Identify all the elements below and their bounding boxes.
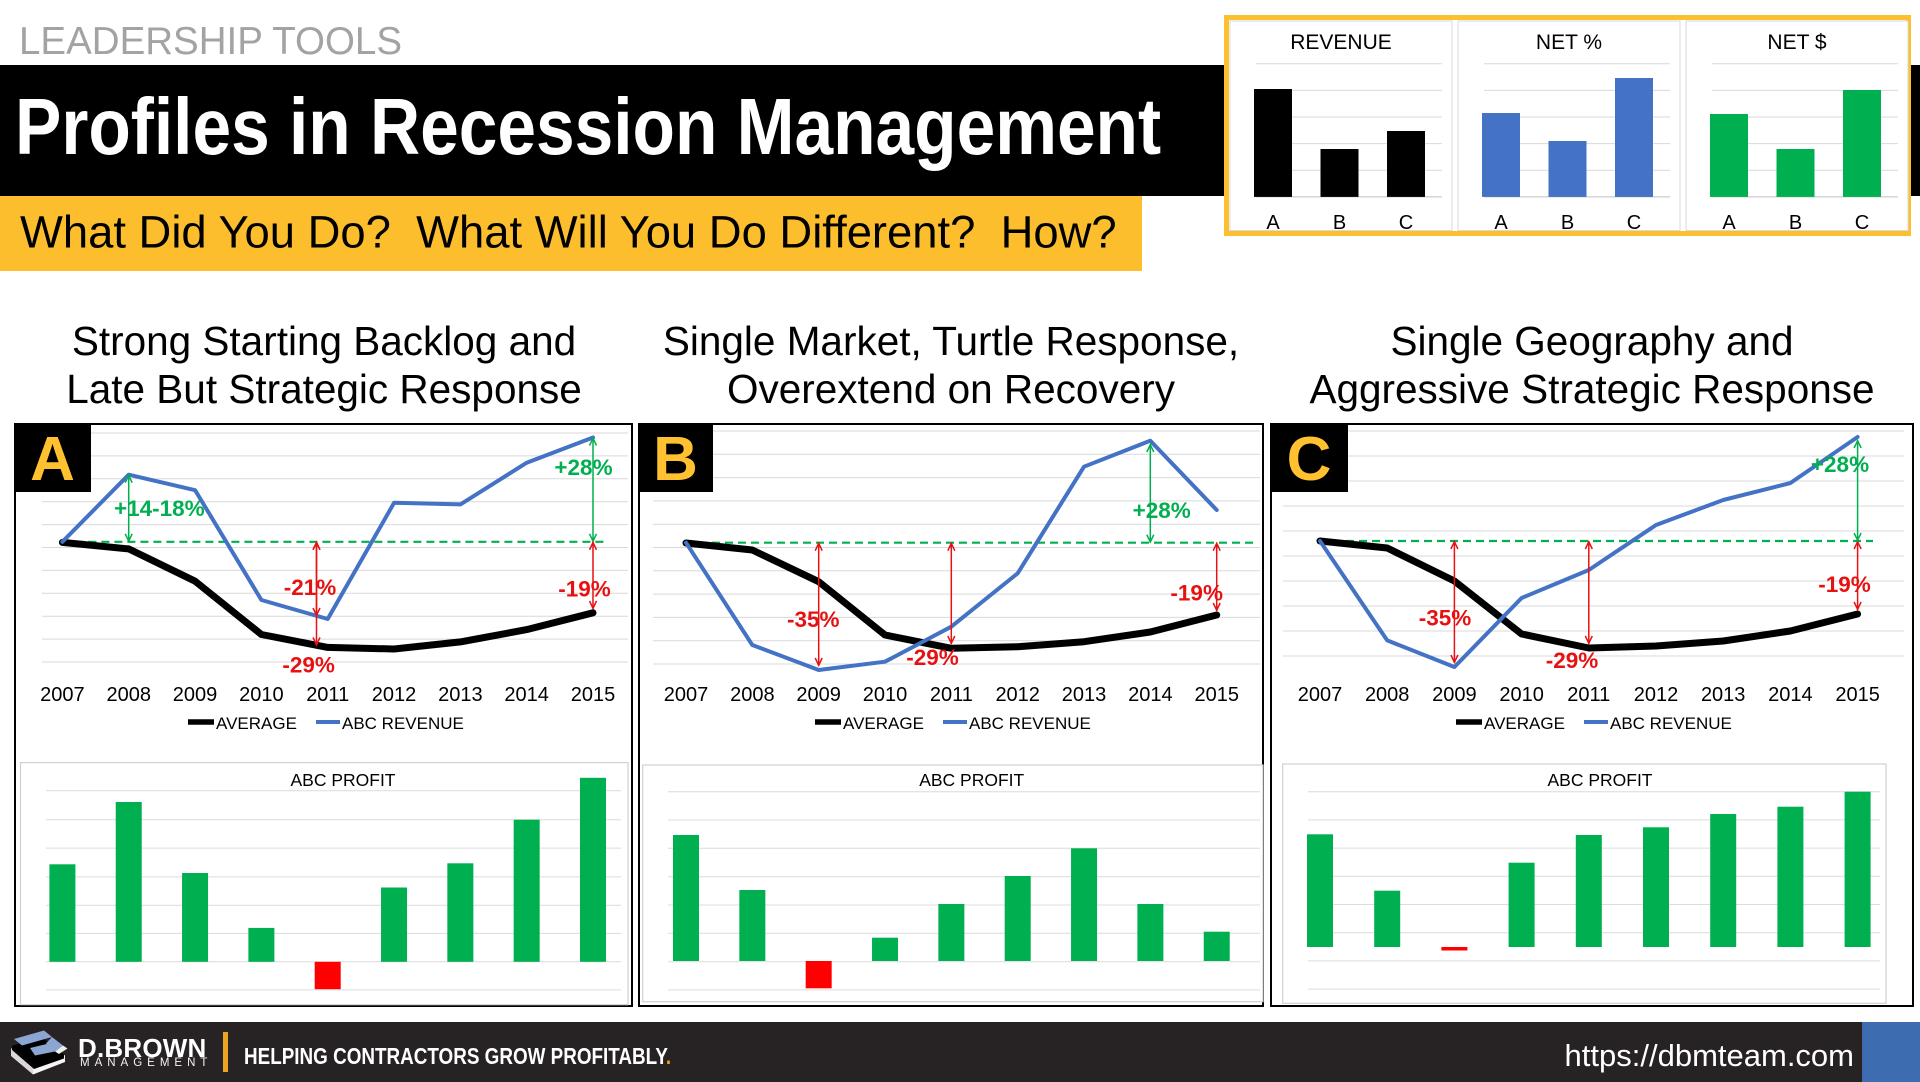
svg-text:ABC PROFIT: ABC PROFIT — [290, 770, 395, 790]
svg-text:2010: 2010 — [863, 684, 908, 706]
svg-text:2007: 2007 — [40, 684, 85, 706]
svg-text:+14-18%: +14-18% — [114, 496, 205, 521]
svg-text:2009: 2009 — [173, 684, 218, 706]
svg-text:2012: 2012 — [1634, 684, 1679, 706]
svg-text:-35%: -35% — [1419, 606, 1472, 631]
svg-text:B: B — [1333, 212, 1346, 234]
svg-text:+28%: +28% — [554, 455, 612, 480]
svg-text:C: C — [1855, 212, 1869, 234]
svg-text:-19%: -19% — [1170, 581, 1223, 606]
svg-text:ABC REVENUE: ABC REVENUE — [1610, 714, 1732, 733]
svg-text:-29%: -29% — [1546, 648, 1599, 673]
svg-text:NET $: NET $ — [1767, 31, 1826, 54]
svg-text:NET %: NET % — [1536, 31, 1602, 54]
svg-text:2012: 2012 — [372, 684, 417, 706]
svg-text:B: B — [1561, 212, 1574, 234]
svg-text:2007: 2007 — [1298, 684, 1343, 706]
svg-text:AVERAGE: AVERAGE — [843, 714, 924, 733]
svg-text:2011: 2011 — [306, 684, 349, 706]
svg-text:2013: 2013 — [1701, 684, 1746, 706]
svg-text:ABC REVENUE: ABC REVENUE — [342, 714, 464, 733]
svg-text:-19%: -19% — [558, 577, 611, 602]
svg-text:ABC PROFIT: ABC PROFIT — [1547, 770, 1652, 790]
svg-text:REVENUE: REVENUE — [1290, 31, 1392, 54]
svg-text:2015: 2015 — [1835, 684, 1880, 706]
svg-text:2015: 2015 — [571, 684, 616, 706]
svg-text:2008: 2008 — [730, 684, 775, 706]
svg-text:2013: 2013 — [1062, 684, 1107, 706]
svg-text:A: A — [1494, 212, 1508, 234]
svg-text:C: C — [1287, 425, 1332, 494]
svg-text:B: B — [653, 425, 698, 494]
svg-text:C: C — [1627, 212, 1641, 234]
svg-text:A: A — [30, 425, 75, 494]
svg-text:2014: 2014 — [1128, 684, 1173, 706]
svg-text:2008: 2008 — [1365, 684, 1410, 706]
svg-text:2009: 2009 — [796, 684, 841, 706]
svg-text:-29%: -29% — [282, 653, 335, 678]
svg-text:AVERAGE: AVERAGE — [216, 714, 297, 733]
svg-text:2010: 2010 — [1499, 684, 1544, 706]
svg-text:+28%: +28% — [1811, 452, 1869, 477]
svg-text:ABC PROFIT: ABC PROFIT — [919, 770, 1024, 790]
svg-text:2010: 2010 — [239, 684, 284, 706]
svg-text:A: A — [1266, 212, 1280, 234]
svg-text:2012: 2012 — [995, 684, 1039, 706]
svg-text:-19%: -19% — [1818, 572, 1871, 597]
svg-text:2011: 2011 — [930, 684, 973, 706]
svg-text:2009: 2009 — [1432, 684, 1477, 706]
svg-text:AVERAGE: AVERAGE — [1484, 714, 1565, 733]
svg-text:+28%: +28% — [1133, 498, 1191, 523]
svg-text:2011: 2011 — [1567, 684, 1610, 706]
svg-text:A: A — [1722, 212, 1736, 234]
svg-text:ABC REVENUE: ABC REVENUE — [969, 714, 1091, 733]
svg-text:-35%: -35% — [787, 607, 840, 632]
svg-text:2015: 2015 — [1194, 684, 1239, 706]
svg-text:B: B — [1789, 212, 1802, 234]
svg-text:2014: 2014 — [1768, 684, 1813, 706]
svg-text:2007: 2007 — [664, 684, 709, 706]
svg-text:-21%: -21% — [284, 575, 337, 600]
svg-text:C: C — [1399, 212, 1413, 234]
svg-text:2008: 2008 — [106, 684, 151, 706]
svg-text:-29%: -29% — [906, 645, 959, 670]
svg-text:2014: 2014 — [504, 684, 549, 706]
svg-text:2013: 2013 — [438, 684, 483, 706]
